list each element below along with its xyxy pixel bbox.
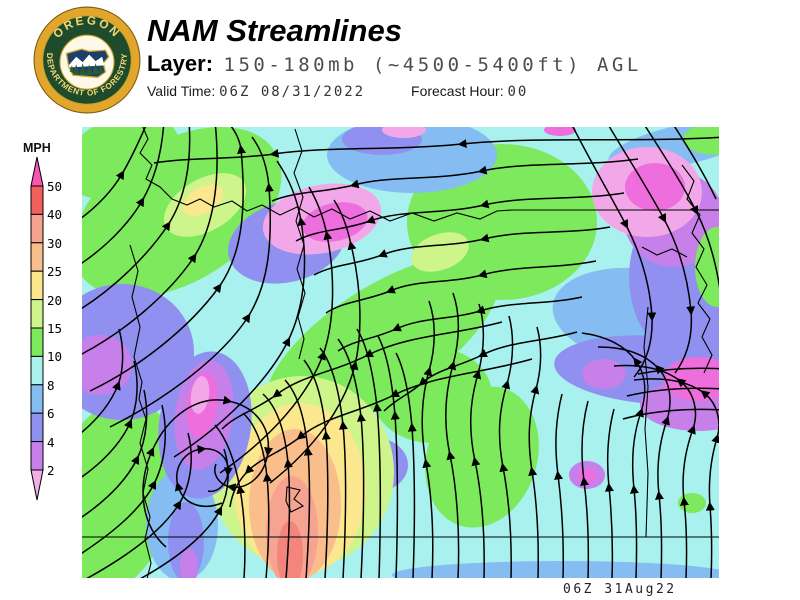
legend-tick: 4 xyxy=(47,435,55,450)
legend-tick: 30 xyxy=(47,236,63,251)
streamlines-layer xyxy=(82,127,719,578)
map-timestamp: 06Z 31Aug22 xyxy=(563,582,677,597)
crater-lake-outline xyxy=(285,486,305,513)
legend-tick: 2 xyxy=(47,463,55,478)
valid-time-value: 06Z 08/31/2022 xyxy=(219,84,366,101)
forecast-hour-label: Forecast Hour: xyxy=(411,83,504,100)
legend-tick: 20 xyxy=(47,293,63,308)
page-title: NAM Streamlines xyxy=(147,13,402,48)
layer-label: Layer: xyxy=(147,51,214,77)
time-row: Valid Time: 06Z 08/31/2022 Forecast Hour… xyxy=(147,83,642,100)
legend-colorbar xyxy=(30,156,44,501)
legend-tick: 50 xyxy=(47,179,63,194)
layer-value: 150-180mb (~4500-5400ft) AGL xyxy=(223,54,642,77)
odf-logo: OREGON DEPARTMENT OF FORESTRY xyxy=(33,6,141,114)
legend-tick: 40 xyxy=(47,207,63,222)
valid-time-label: Valid Time: xyxy=(147,83,216,100)
legend-tick: 15 xyxy=(47,321,63,336)
layer-row: Layer: 150-180mb (~4500-5400ft) AGL xyxy=(147,51,642,77)
legend-tick: 10 xyxy=(47,349,63,364)
header: NAM Streamlines Layer: 150-180mb (~4500-… xyxy=(147,13,642,100)
legend-tick: 8 xyxy=(47,378,55,393)
legend-tick: 25 xyxy=(47,264,63,279)
legend-title: MPH xyxy=(23,141,51,155)
forecast-hour-value: 00 xyxy=(507,84,529,101)
legend-tick: 6 xyxy=(47,406,55,421)
speed-field-layer xyxy=(82,127,719,578)
logo-oregon-scene xyxy=(65,48,110,78)
streamline-map xyxy=(82,127,719,578)
streamline-map-canvas xyxy=(82,127,719,578)
